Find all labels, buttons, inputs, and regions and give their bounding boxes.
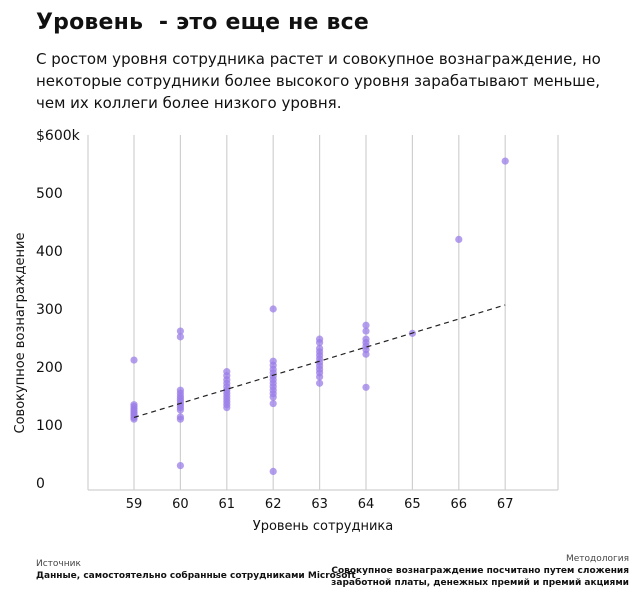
page-subtitle: С ростом уровня сотрудника растет и сово… [36, 48, 626, 114]
methodology-label: Методология [565, 554, 629, 564]
data-point [176, 406, 184, 414]
x-tick-label: 59 [126, 497, 143, 512]
source-line: Данные, самостоятельно собранные сотрудн… [36, 571, 356, 581]
data-point [362, 350, 370, 358]
data-point [269, 305, 277, 313]
y-tick-label: 100 [36, 418, 63, 434]
y-tick-label: 500 [36, 186, 63, 202]
data-point [455, 235, 463, 243]
source-text: Данные, самостоятельно собранные сотрудн… [36, 570, 356, 582]
trend-line [133, 304, 506, 419]
methodology-line: заработной платы, денежных премий и прем… [331, 578, 629, 588]
data-point [176, 415, 184, 423]
x-tick-label: 61 [219, 497, 236, 512]
data-point [362, 383, 370, 391]
data-point [316, 339, 324, 347]
data-point [130, 356, 138, 364]
data-point [362, 327, 370, 335]
y-tick-label: 0 [36, 476, 45, 492]
data-point [316, 379, 324, 387]
data-point [223, 404, 231, 412]
x-axis-label: Уровень сотрудника [253, 519, 393, 534]
y-tick-label: 300 [36, 302, 63, 318]
x-tick-label: 67 [497, 497, 514, 512]
x-tick-label: 65 [404, 497, 421, 512]
x-tick-label: 64 [358, 497, 375, 512]
subtitle-line: некоторые сотрудники более высокого уров… [36, 72, 601, 90]
page-title: Уровень - это еще не все [36, 10, 369, 35]
x-tick-label: 66 [451, 497, 468, 512]
data-point [269, 393, 277, 401]
x-tick-label: 62 [265, 497, 282, 512]
source-label: Источник [36, 559, 81, 569]
data-point [176, 327, 184, 335]
data-point [501, 157, 509, 165]
data-point [176, 462, 184, 470]
source-block: Источник Данные, самостоятельно собранны… [36, 558, 356, 582]
data-point [176, 333, 184, 341]
subtitle-line: чем их коллеги более низкого уровня. [36, 94, 342, 112]
methodology-block: Методология Совокупное вознаграждение по… [331, 553, 629, 589]
y-axis-label: Совокупное вознаграждение [13, 233, 28, 434]
data-point [362, 321, 370, 329]
y-tick-label: $600k [36, 128, 81, 144]
x-tick-label: 63 [311, 497, 328, 512]
methodology-line: Совокупное вознаграждение посчитано путе… [331, 566, 629, 576]
data-point [269, 467, 277, 475]
data-point [269, 399, 277, 408]
data-point [316, 373, 324, 381]
methodology-text: Совокупное вознаграждение посчитано путе… [331, 565, 629, 589]
y-tick-label: 200 [36, 360, 63, 376]
subtitle-line: С ростом уровня сотрудника растет и сово… [36, 50, 601, 68]
y-tick-label: 400 [36, 244, 63, 260]
x-tick-label: 60 [172, 497, 189, 512]
